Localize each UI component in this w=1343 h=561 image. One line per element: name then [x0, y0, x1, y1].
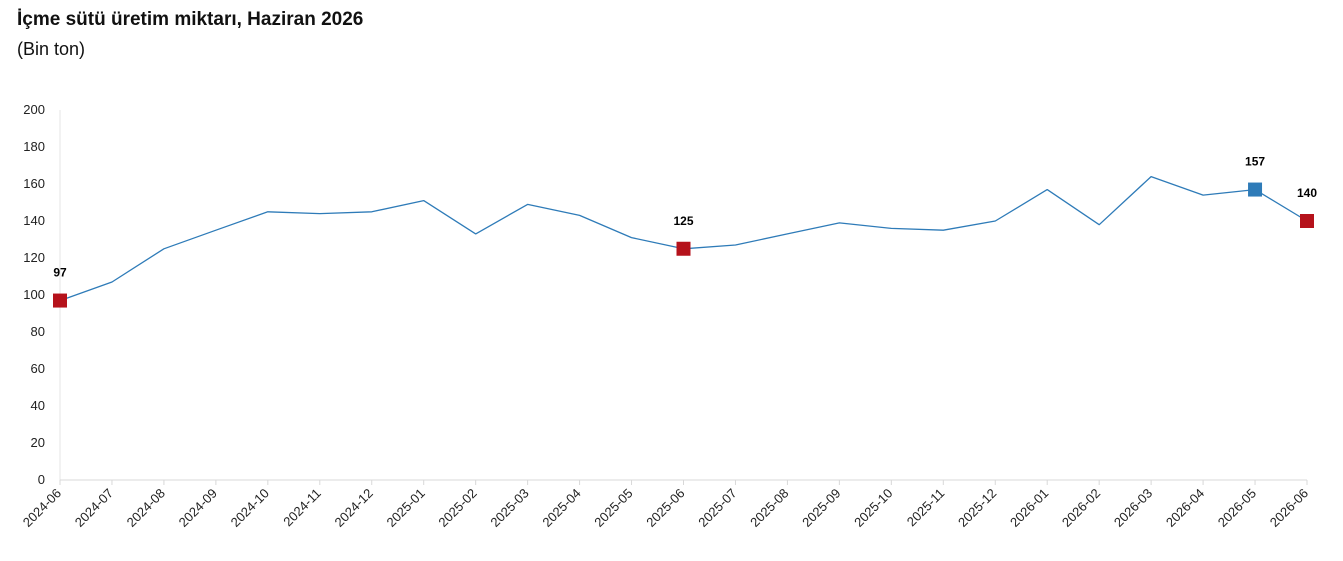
y-tick-label: 0 [38, 472, 45, 487]
x-tick-label: 2026-05 [1215, 486, 1259, 530]
data-label: 157 [1245, 155, 1265, 169]
series-line [59, 175, 1308, 302]
y-tick-label: 20 [31, 435, 45, 450]
x-tick-label: 2024-11 [280, 486, 324, 530]
data-point-marker [676, 241, 691, 256]
x-tick-label: 2025-04 [539, 486, 583, 530]
x-tick-label: 2025-05 [591, 486, 635, 530]
x-tick-label: 2024-12 [332, 486, 376, 530]
chart-subtitle: (Bin ton) [17, 39, 86, 59]
x-tick-label: 2025-10 [851, 486, 895, 530]
x-tick-label: 2025-09 [799, 486, 843, 530]
x-tick-label: 2024-06 [20, 486, 64, 530]
x-tick-label: 2025-12 [955, 486, 999, 530]
y-tick-label: 120 [23, 250, 45, 265]
y-tick-label: 100 [23, 287, 45, 302]
x-tick-label: 2024-08 [124, 486, 168, 530]
data-point-marker [1248, 182, 1263, 197]
data-label: 97 [53, 266, 67, 280]
highlight-markers: 97 125 157 140 [53, 155, 1317, 308]
y-tick-label: 140 [23, 213, 45, 228]
x-tick-label: 2026-04 [1163, 486, 1207, 530]
x-tick-label: 2026-03 [1111, 486, 1155, 530]
y-tick-label: 200 [23, 102, 45, 117]
data-point-marker [53, 293, 67, 308]
x-tick-label: 2025-07 [695, 486, 739, 530]
x-tick-label: 2025-03 [487, 486, 531, 530]
y-tick-label: 40 [31, 398, 45, 413]
x-tick-label: 2025-06 [643, 486, 687, 530]
chart-title: İçme sütü üretim miktarı, Haziran 2026 [17, 9, 364, 30]
y-tick-label: 80 [31, 324, 45, 339]
x-tick-label: 2024-10 [228, 486, 272, 530]
x-tick-label: 2024-09 [176, 486, 220, 530]
data-label: 125 [673, 214, 693, 228]
data-point-marker [1300, 214, 1314, 228]
data-label: 140 [1297, 186, 1317, 200]
x-tick-label: 2026-06 [1267, 486, 1311, 530]
x-tick-label: 2025-11 [904, 486, 948, 530]
x-tick-label: 2026-02 [1059, 486, 1103, 530]
x-tick-label: 2025-08 [747, 486, 791, 530]
x-tick-label: 2025-01 [383, 486, 427, 530]
y-tick-label: 180 [23, 139, 45, 154]
series-line-path [59, 175, 1308, 302]
y-tick-label: 60 [31, 361, 45, 376]
x-tick-label: 2024-07 [72, 486, 116, 530]
x-tick-label: 2025-02 [435, 486, 479, 530]
x-tick-label: 2026-01 [1007, 486, 1051, 530]
y-tick-label: 160 [23, 176, 45, 191]
